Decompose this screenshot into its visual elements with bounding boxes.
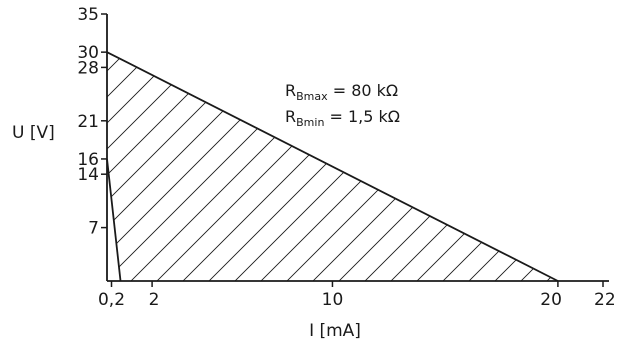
rbmax-load-line (106, 51, 559, 282)
hatch-line (107, 52, 361, 282)
hatch-line (423, 52, 558, 282)
hatch-line (527, 52, 558, 282)
y-tick-label: 30 (77, 43, 99, 63)
x-tick-label: 2 (149, 290, 160, 310)
hatch-line (553, 52, 558, 282)
resistance-annotations: RBmax = 80 kΩ RBmin = 1,5 kΩ (285, 81, 400, 129)
hatch-line (107, 52, 153, 282)
y-tick-label: 7 (88, 219, 99, 239)
y-tick-label: 14 (77, 165, 99, 185)
hatch-line (241, 52, 543, 282)
hatch-line (501, 52, 558, 282)
hatch-line (606, 0, 618, 300)
rbmax-annotation: RBmax = 80 kΩ (285, 81, 398, 103)
y-axis-label: U [V] (12, 123, 55, 143)
hatch-line (107, 52, 283, 282)
hatch-line (107, 52, 257, 282)
x-tick-label: 20 (540, 290, 562, 310)
x-tick-label: 22 (594, 290, 616, 310)
hatch-line (137, 52, 439, 282)
hatch-line (345, 52, 558, 282)
x-axis-label: I [mA] (309, 321, 361, 341)
y-tick-label: 28 (77, 58, 99, 78)
x-tick-label: 0,2 (98, 290, 125, 310)
hatch-line (293, 52, 558, 282)
hatch-line (449, 52, 558, 282)
y-tick-label: 16 (77, 150, 99, 170)
y-tick-label: 21 (77, 112, 99, 132)
hatch-line (215, 52, 517, 282)
y-tick-label: 35 (77, 5, 99, 25)
hatch-line (107, 52, 231, 282)
x-ticks: 0,2 2 10 20 22 (98, 281, 616, 310)
hatch-line (163, 52, 465, 282)
load-lines (106, 51, 559, 282)
hatch-line (107, 52, 335, 282)
hatch-line (580, 0, 618, 300)
x-tick-label: 10 (322, 290, 344, 310)
rbmin-load-line (106, 158, 122, 282)
hatch-line (189, 52, 491, 282)
hatch-line (107, 52, 387, 282)
hatch-line (107, 52, 205, 282)
hatch-line (107, 52, 309, 282)
hatch-line (267, 52, 558, 282)
hatch-line (475, 52, 558, 282)
rbmin-annotation: RBmin = 1,5 kΩ (285, 107, 400, 129)
hatch-line (111, 52, 413, 282)
